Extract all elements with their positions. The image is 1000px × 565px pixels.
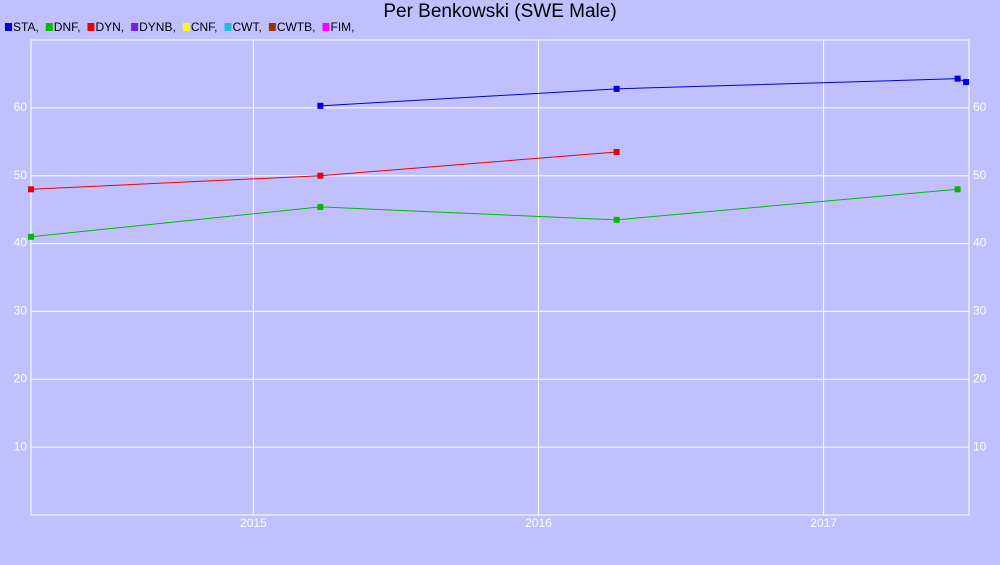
y2-tick-label: 30 — [973, 304, 987, 318]
legend-label: CWTB, — [277, 20, 316, 34]
y2-tick-label: 50 — [973, 168, 987, 182]
legend-label: CNF, — [191, 20, 218, 34]
x-tick-label: 2016 — [525, 516, 552, 530]
plot-area — [30, 39, 970, 516]
legend-label: FIM, — [330, 20, 354, 34]
legend-swatch — [87, 23, 95, 31]
legend-label: STA, — [13, 20, 39, 34]
data-point — [28, 233, 34, 240]
data-point — [317, 102, 324, 109]
y2-tick-label: 20 — [973, 371, 987, 385]
y-tick-label: 20 — [14, 371, 28, 385]
legend-swatch — [131, 23, 139, 31]
series-line — [30, 188, 958, 238]
x-tick-label: 2015 — [240, 516, 267, 530]
y2-tick-label: 10 — [973, 439, 987, 453]
y-tick-label: 10 — [14, 439, 28, 453]
series-line — [320, 78, 967, 107]
y-tick-label: 60 — [14, 100, 28, 114]
legend-label: DYNB, — [139, 20, 176, 34]
legend-swatch — [5, 23, 12, 31]
y2-tick-label: 60 — [973, 100, 987, 114]
legend-swatch — [224, 23, 232, 31]
legend-swatch — [45, 23, 53, 31]
data-point — [954, 186, 961, 193]
data-point — [963, 79, 970, 86]
data-point — [28, 186, 34, 193]
y-tick-label: 50 — [14, 168, 28, 182]
y-tick-label: 40 — [14, 236, 28, 250]
y2-tick-label: 40 — [973, 236, 987, 250]
chart-title: Per Benkowski (SWE Male) — [383, 1, 616, 22]
data-point — [317, 203, 324, 210]
legend-label: DNF, — [54, 20, 81, 34]
data-point — [613, 85, 620, 92]
legend-label: CWT, — [232, 20, 261, 34]
legend-swatch — [322, 23, 330, 31]
x-tick-label: 2017 — [810, 516, 837, 530]
data-point — [317, 172, 324, 179]
data-point — [613, 148, 620, 155]
y-tick-label: 30 — [14, 304, 28, 318]
legend-swatch — [182, 23, 190, 31]
data-point — [613, 216, 620, 223]
data-point — [954, 75, 961, 82]
legend-label: DYN, — [95, 20, 124, 34]
legend-swatch — [268, 23, 276, 31]
